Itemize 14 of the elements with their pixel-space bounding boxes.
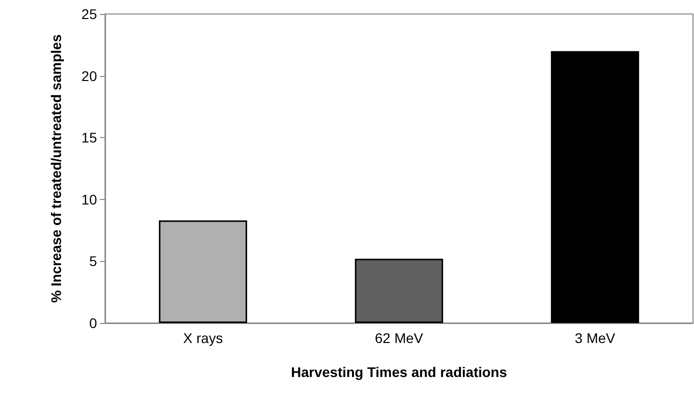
bar bbox=[550, 51, 640, 323]
y-tick-label: 5 bbox=[89, 253, 98, 270]
bar bbox=[158, 220, 248, 323]
y-tick-label: 15 bbox=[81, 130, 98, 146]
y-axis-title: % Increase of treated/untreated samples bbox=[48, 34, 64, 303]
y-tick-label: 0 bbox=[89, 315, 98, 331]
y-tick-label: 20 bbox=[81, 68, 98, 84]
x-tick-label: 3 MeV bbox=[574, 330, 616, 346]
y-tick-label: 10 bbox=[81, 191, 98, 208]
x-tick-label: X rays bbox=[183, 330, 223, 346]
x-axis-title: Harvesting Times and radiations bbox=[290, 364, 508, 380]
bar bbox=[354, 258, 444, 323]
y-tick-label: 25 bbox=[81, 6, 98, 22]
x-tick-label: 62 MeV bbox=[374, 330, 424, 346]
